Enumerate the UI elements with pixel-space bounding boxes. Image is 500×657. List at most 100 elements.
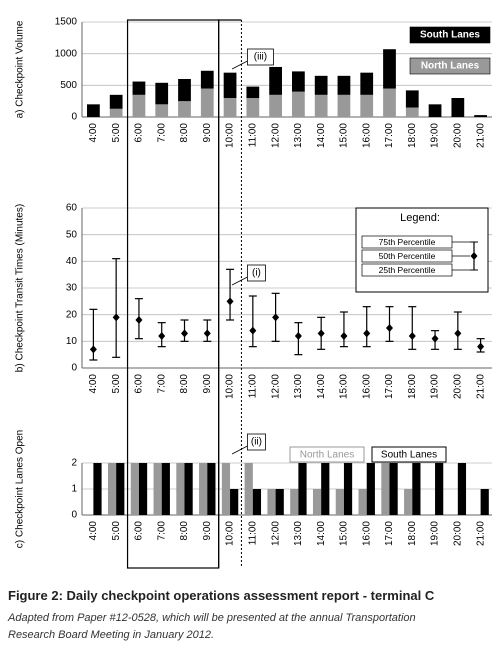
x-tick-label: 17:00	[384, 374, 395, 399]
bar	[221, 463, 231, 515]
annotation: (iii)	[254, 52, 267, 63]
x-tick-label: 15:00	[339, 521, 350, 546]
x-tick-label: 16:00	[361, 123, 372, 148]
x-tick-label: 18:00	[407, 521, 418, 546]
x-tick-label: 5:00	[111, 521, 122, 541]
bar-segment	[109, 108, 123, 117]
x-tick-label: 17:00	[384, 521, 395, 546]
bar	[275, 489, 284, 515]
legend-label: North Lanes	[421, 61, 480, 72]
bar	[161, 463, 170, 515]
x-tick-label: 11:00	[247, 374, 258, 399]
bar	[335, 489, 344, 515]
y-tick-label: 0	[71, 510, 77, 521]
bar	[290, 489, 299, 515]
median-marker	[203, 329, 211, 338]
x-tick-label: 7:00	[156, 521, 167, 541]
median-marker	[249, 326, 257, 335]
bar	[93, 463, 102, 515]
x-tick-label: 11:00	[247, 123, 258, 148]
bar	[153, 463, 162, 515]
x-tick-label: 19:00	[430, 374, 441, 399]
x-tick-label: 19:00	[430, 521, 441, 546]
x-tick-label: 13:00	[293, 521, 304, 546]
median-marker	[135, 316, 143, 324]
annotation-box	[247, 48, 274, 66]
x-tick-label: 14:00	[316, 521, 327, 546]
bar	[435, 463, 444, 515]
legend-label: North Lanes	[300, 450, 354, 461]
x-tick-label: 4:00	[88, 123, 99, 143]
bar-segment	[155, 82, 169, 105]
x-tick-label: 18:00	[407, 123, 418, 148]
bar-segment	[223, 72, 237, 98]
bar	[358, 489, 367, 515]
bar-segment	[200, 70, 214, 89]
bar-segment	[292, 91, 305, 117]
x-tick-label: 10:00	[225, 123, 236, 148]
bar	[412, 463, 421, 515]
median-marker	[431, 334, 439, 343]
bar-segment	[451, 98, 465, 117]
x-tick-label: 21:00	[475, 521, 486, 546]
x-tick-label: 12:00	[270, 123, 281, 148]
annotation-box	[247, 433, 266, 451]
bar	[252, 489, 262, 515]
x-tick-label: 14:00	[316, 123, 327, 148]
y-tick-label: 50	[66, 229, 78, 240]
median-marker	[386, 324, 393, 332]
x-tick-label: 15:00	[339, 123, 350, 148]
annotation-leader	[231, 60, 248, 70]
annotation-box	[247, 264, 266, 282]
y-tick-label: 0	[71, 363, 77, 374]
y-tick-label: 1000	[55, 48, 78, 59]
bar	[116, 463, 125, 515]
bar-segment	[87, 104, 100, 117]
annotation-leader	[231, 276, 248, 286]
bar	[404, 489, 413, 515]
bar-segment	[405, 90, 419, 108]
x-tick-label: 17:00	[384, 123, 395, 148]
x-tick-label: 10:00	[225, 374, 236, 399]
median-marker	[272, 313, 280, 322]
bar-segment	[178, 101, 191, 117]
y-axis-label: b) Checkpoint Transit Times (Minutes)	[15, 204, 26, 372]
x-tick-label: 20:00	[452, 123, 463, 148]
bar-segment	[337, 94, 351, 117]
bar-segment	[405, 107, 419, 117]
median-marker	[158, 332, 166, 340]
x-tick-label: 15:00	[339, 374, 350, 399]
bar	[199, 463, 208, 515]
x-tick-label: 10:00	[225, 521, 236, 546]
x-tick-label: 12:00	[270, 374, 281, 399]
bar-segment	[132, 81, 146, 95]
y-tick-label: 2	[71, 458, 77, 469]
median-marker	[317, 329, 325, 338]
bar	[389, 463, 398, 515]
median-marker	[294, 332, 302, 340]
legend-box	[289, 446, 365, 463]
x-tick-label: 7:00	[156, 374, 167, 394]
bar-segment	[383, 88, 396, 117]
y-tick-label: 500	[60, 80, 77, 91]
x-tick-label: 6:00	[134, 521, 145, 541]
x-tick-label: 19:00	[430, 123, 441, 148]
bar-segment	[269, 66, 282, 95]
median-marker	[181, 329, 188, 338]
bar-segment	[474, 115, 487, 117]
x-tick-label: 9:00	[202, 374, 213, 394]
x-tick-label: 12:00	[270, 521, 281, 546]
bar-segment	[337, 75, 351, 95]
x-tick-label: 8:00	[179, 374, 190, 394]
bar-segment	[314, 75, 328, 95]
legend-box	[371, 446, 447, 463]
legend-box	[409, 26, 491, 44]
bar-segment	[223, 98, 237, 117]
bar	[130, 463, 139, 515]
x-tick-label: 4:00	[88, 521, 99, 541]
bar	[312, 489, 322, 515]
annotation: (i)	[252, 268, 261, 279]
median-marker	[112, 313, 120, 322]
